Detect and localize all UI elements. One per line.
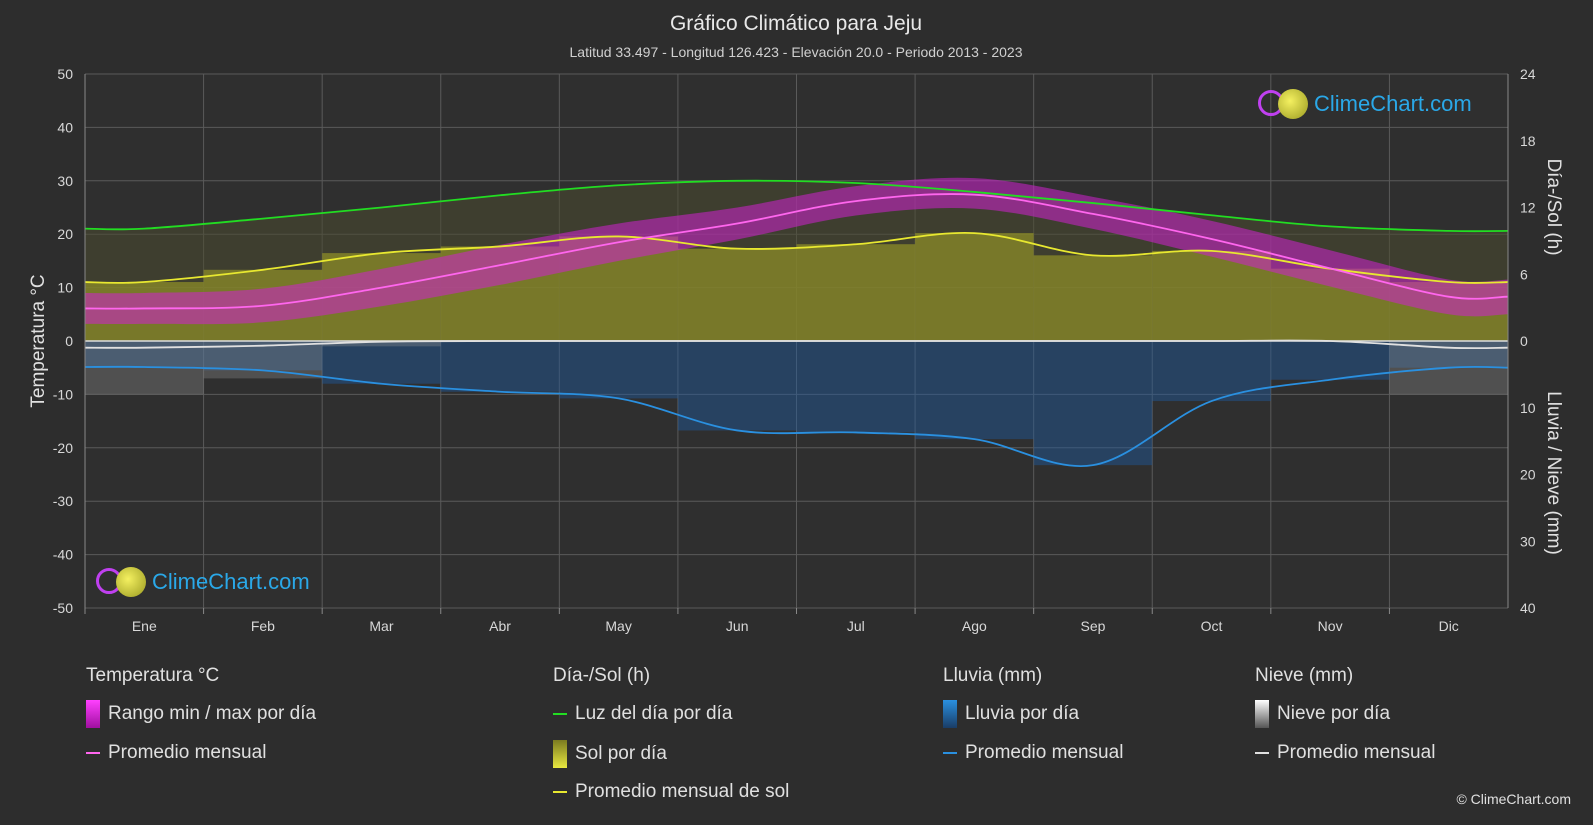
temp-avg-line [84,193,1509,310]
sun-bar [1033,255,1153,341]
x-tick-label: Jun [726,618,749,634]
chart-title: Gráfico Climático para Jeju [670,12,922,35]
y-left-tick-label: 30 [57,173,73,189]
temp-range-band [85,177,1508,325]
brand-logo-bottom: ClimeChart.com [96,566,310,598]
y-left-tick-label: -50 [53,600,73,616]
logo-icon [96,566,148,598]
rain-bar [796,341,916,433]
x-tick-label: Feb [251,618,275,634]
y-right-bottom-tick-label: 30 [1520,533,1536,549]
x-tick-label: Abr [489,618,511,634]
y-right-top-tick-label: 18 [1520,133,1536,149]
y-left-tick-label: -40 [53,547,73,563]
y-right-bottom-tick-label: 40 [1520,600,1536,616]
rain-bar [915,341,1034,440]
snow-avg-line [84,339,1509,350]
axis-layer: 50 40 30 20 10 0 -10 -20 -30 -40 -50 24 18 12 6 0 10 20 30… [53,66,1536,634]
y-right-bottom-tick-label: 20 [1520,467,1536,483]
x-tick-label: Jul [847,618,865,634]
rain-bar [322,341,441,384]
brand-logo-top: ClimeChart.com [1258,88,1472,120]
sun-bar [915,233,1034,341]
rain-bar [559,341,678,399]
rain-bar [1033,341,1153,466]
chart-subtitle: Latitud 33.497 - Longitud 126.423 - Elev… [570,44,1023,60]
data-layer [84,177,1509,467]
y-left-tick-label: 0 [65,333,73,349]
rain-bar [1152,341,1271,402]
y-right-top-tick-label: 12 [1520,200,1536,216]
rain-avg-line [84,365,1509,467]
x-tick-label: Mar [369,618,393,634]
rain-bar [1270,341,1390,380]
y-left-tick-label: 10 [57,280,73,296]
x-tick-label: Sep [1080,618,1105,634]
y-left-tick-label: -30 [53,493,73,509]
x-tick-label: Dic [1439,618,1459,634]
rain-bar [85,341,204,368]
x-tick-label: Ago [962,618,987,634]
y-right-top-tick-label: 24 [1520,66,1536,82]
logo-text: ClimeChart.com [1314,91,1472,116]
y-left-label: Temperatura °C [28,274,49,407]
rain-bar [677,341,797,431]
x-tick-label: Ene [132,618,157,634]
sun-avg-line [84,231,1509,284]
y-left-tick-label: -10 [53,386,73,402]
x-tick-label: Nov [1318,618,1343,634]
y-left-tick-label: 20 [57,226,73,242]
snow-bar [322,341,441,347]
logo-text: ClimeChart.com [152,569,310,594]
sun-bar [796,244,916,341]
y-right-bottom-label: Lluvia / Nieve (mm) [1543,391,1564,555]
y-left-tick-label: -20 [53,440,73,456]
y-right-top-label: Día-/Sol (h) [1543,158,1564,255]
logo-icon [1258,88,1310,120]
x-tick-label: May [605,618,631,634]
y-right-bottom-tick-label: 10 [1520,400,1536,416]
y-left-tick-label: 40 [57,119,73,135]
y-right-top-tick-label: 0 [1520,333,1528,349]
daylight-line [84,179,1509,233]
x-tick-label: Oct [1201,618,1223,634]
y-right-top-tick-label: 6 [1520,266,1528,282]
rain-bar [440,341,560,392]
sun-bar [677,248,797,341]
y-left-tick-label: 50 [57,66,73,82]
